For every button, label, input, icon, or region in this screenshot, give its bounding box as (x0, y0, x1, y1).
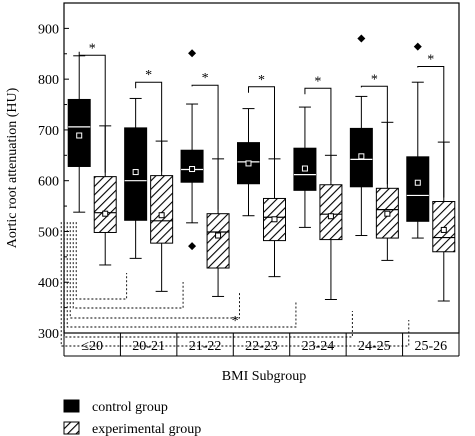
significance-star: * (258, 73, 265, 88)
y-tick-label: 500 (38, 225, 59, 240)
legend-label-experimental: experimental group (92, 422, 201, 436)
plot-frame (63, 2, 460, 334)
x-tick-label: 21-22 (189, 339, 222, 354)
significance-bracket (135, 81, 163, 172)
control-outlier (357, 34, 366, 43)
significance-star: * (371, 72, 378, 87)
y-tick-label: 600 (38, 175, 59, 190)
y-tick-label: 400 (38, 276, 59, 291)
experimental-mean-marker (384, 210, 391, 217)
experimental-box (206, 213, 230, 269)
y-axis-label: Aortic root attenuation (HU) (5, 87, 20, 248)
cross-group-bracket (66, 222, 297, 328)
experimental-mean-marker (271, 216, 278, 223)
cross-group-bracket (72, 222, 184, 309)
x-tick-label: 24-25 (358, 339, 391, 354)
legend-swatch-control (63, 399, 80, 413)
experimental-mean-marker (440, 226, 447, 233)
significance-bracket (304, 87, 332, 181)
experimental-box (319, 184, 343, 241)
significance-bracket (248, 86, 275, 195)
control-mean-marker (189, 166, 196, 173)
control-outlier (188, 242, 197, 251)
legend-label-control: control group (92, 400, 168, 415)
significance-bracket (417, 65, 445, 198)
control-outlier (188, 49, 197, 58)
significance-star: * (314, 74, 321, 89)
control-outlier (413, 42, 422, 51)
x-tick-label: ≤20 (81, 339, 103, 354)
significance-star: * (202, 71, 209, 86)
control-mean-marker (414, 179, 421, 186)
x-tick-label: 23-24 (302, 339, 335, 354)
experimental-mean-marker (215, 232, 222, 239)
experimental-box (150, 175, 174, 244)
significance-bracket (78, 51, 106, 173)
cross-group-bracket (63, 222, 353, 338)
experimental-mean-marker (327, 213, 334, 220)
legend: control group experimental group (63, 399, 201, 436)
plot-area: 300 400 500 600 700 800 900 ≤20 20-21 21-22 22-23 2… (38, 2, 460, 357)
cross-group-star: * (232, 314, 239, 329)
experimental-mean-marker (102, 210, 109, 217)
significance-bracket (360, 85, 388, 185)
control-mean-marker (76, 132, 83, 139)
control-mean-marker (358, 153, 365, 160)
x-tick-label: 22-23 (245, 339, 278, 354)
experimental-mean-marker (158, 212, 165, 219)
cross-group-bracket (75, 222, 128, 300)
legend-swatch-experimental (63, 421, 80, 435)
y-tick-label: 300 (38, 327, 59, 342)
significance-star: * (427, 52, 434, 67)
control-mean-marker (132, 169, 139, 176)
y-tick-label: 900 (38, 22, 59, 37)
x-axis-label: BMI Subgroup (222, 369, 306, 384)
x-tick-label: 25-26 (414, 339, 447, 354)
significance-bracket (191, 84, 219, 210)
significance-star: * (89, 41, 96, 56)
y-tick-label: 700 (38, 124, 59, 139)
x-tick-label: 20-21 (132, 339, 165, 354)
cross-group-bracket (60, 222, 410, 347)
y-tick-label: 800 (38, 73, 59, 88)
experimental-box (93, 176, 117, 233)
control-mean-marker (245, 160, 252, 167)
control-mean-marker (301, 165, 308, 172)
significance-star: * (145, 68, 152, 83)
cross-group-bracket (69, 222, 240, 319)
control-box (406, 156, 430, 222)
experimental-box (432, 201, 456, 253)
